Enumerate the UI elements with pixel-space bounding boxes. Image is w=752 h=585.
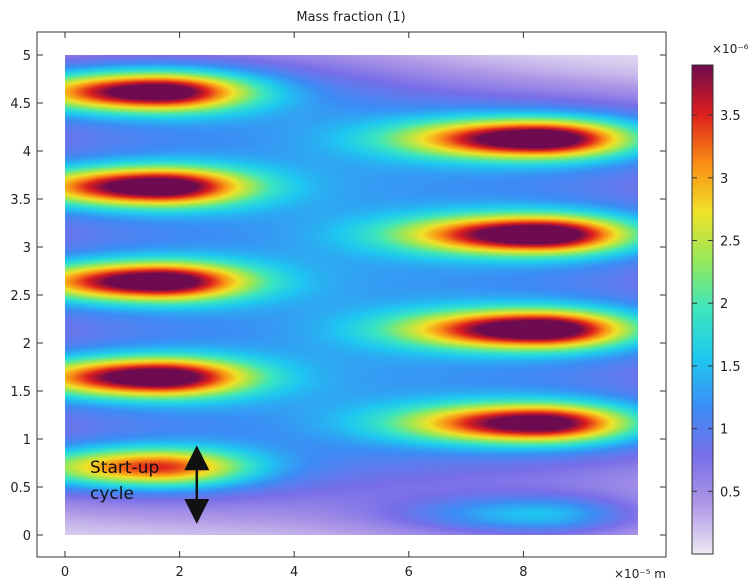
colorbar-tick-label: 1	[720, 423, 728, 438]
x-tick-label: 2	[175, 565, 183, 580]
y-tick-label: 3.5	[10, 193, 31, 208]
x-tick-label: 0	[61, 565, 69, 580]
y-tick-label: 5	[23, 49, 31, 64]
y-tick-label: 4	[23, 145, 31, 160]
colorbar-gradient	[691, 64, 714, 555]
colorbar: ×10⁻⁶ 0.5 1 1.5 2 2.5 3 3.5	[691, 42, 749, 555]
y-tick-label: 1.5	[10, 385, 31, 400]
annotation-text-line-2: cycle	[90, 484, 134, 504]
y-tick-label: 4.5	[10, 97, 31, 112]
x-tick-label: 6	[405, 565, 413, 580]
heatmap-field	[65, 55, 638, 535]
colorbar-tick-label: 2.5	[720, 235, 741, 250]
x-tick-label: 8	[519, 565, 527, 580]
colorbar-exponent-label: ×10⁻⁶	[712, 42, 749, 56]
colorbar-tick-label: 3.5	[720, 109, 741, 124]
colorbar-tick-label: 3	[720, 172, 728, 187]
y-tick-label: 3	[23, 241, 31, 256]
y-tick-label: 0	[23, 529, 31, 544]
annotation-text-line-1: Start-up	[90, 458, 159, 478]
x-tick-label: 4	[290, 565, 298, 580]
y-tick-label: 2.5	[10, 289, 31, 304]
chart-title: Mass fraction (1)	[296, 10, 405, 25]
y-tick-label: 1	[23, 433, 31, 448]
colorbar-tick-label: 2	[720, 297, 728, 312]
colorbar-tick-label: 1.5	[720, 360, 741, 375]
annotation: Start-up cycle	[90, 445, 210, 524]
y-tick-label: 2	[23, 337, 31, 352]
axes: 0 2 4 6 8 0 0.5 1 1.5 2 2.5 3 3.5 4 4.5 5	[10, 32, 666, 580]
x-axis-unit-label: ×10⁻⁵ m	[614, 567, 666, 581]
heatmap-raster	[65, 55, 638, 535]
colorbar-tick-label: 0.5	[720, 485, 741, 500]
y-tick-label: 0.5	[10, 481, 31, 496]
